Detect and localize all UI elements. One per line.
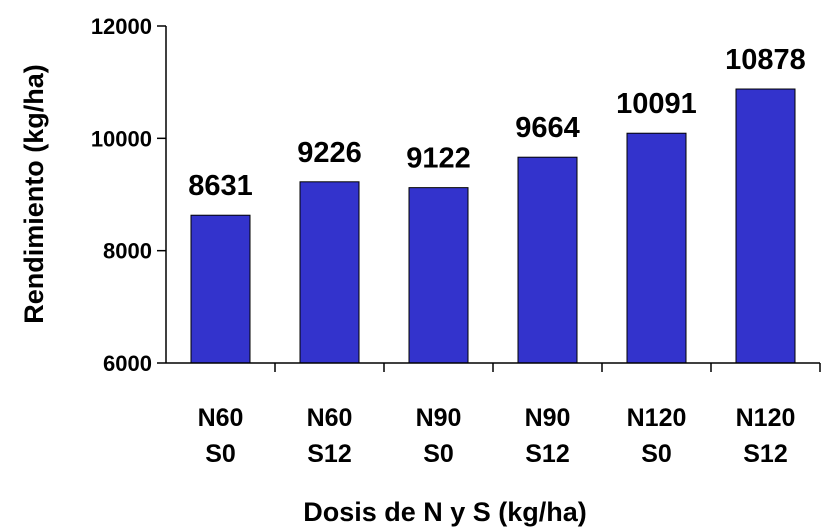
bars-group	[190, 88, 796, 364]
y-tick-label: 6000	[103, 351, 152, 376]
data-label: 9664	[515, 112, 580, 144]
bar	[626, 132, 687, 364]
y-tick-label: 10000	[91, 126, 152, 151]
bar	[408, 187, 469, 364]
y-ticks-group: 6000 8000 10000 12000	[91, 14, 166, 376]
x-category-label: S0	[205, 440, 236, 468]
data-label: 10091	[616, 88, 697, 120]
data-labels-group: 8631 9226 9122 9664 10091 10878	[188, 44, 806, 202]
data-label: 9226	[297, 137, 362, 169]
data-label: 10878	[725, 44, 806, 76]
x-category-label: N60	[198, 404, 244, 432]
y-tick-label: 8000	[103, 239, 152, 264]
x-category-label: N120	[736, 404, 796, 432]
bar	[190, 214, 251, 364]
data-label: 8631	[188, 170, 253, 202]
bar	[517, 156, 578, 364]
x-category-label: N120	[627, 404, 687, 432]
x-category-label: S12	[743, 440, 787, 468]
y-tick-label: 12000	[91, 14, 152, 39]
x-category-label: N60	[307, 404, 353, 432]
x-axis-title: Dosis de N y S (kg/ha)	[303, 497, 587, 527]
x-category-label: N90	[416, 404, 462, 432]
data-label: 9122	[406, 143, 471, 175]
y-axis-title: Rendimiento (kg/ha)	[19, 64, 49, 324]
x-category-label: N90	[525, 404, 571, 432]
x-category-label: S12	[307, 440, 351, 468]
bar	[299, 181, 360, 364]
bar	[735, 88, 796, 364]
x-category-label: S0	[641, 440, 672, 468]
x-category-labels-group: N60 S0 N60 S12 N90 S0 N90 S12 N120 S0 N120 S12	[198, 404, 796, 468]
x-category-label: S12	[525, 440, 569, 468]
x-category-label: S0	[423, 440, 454, 468]
x-ticks-group	[274, 363, 821, 372]
